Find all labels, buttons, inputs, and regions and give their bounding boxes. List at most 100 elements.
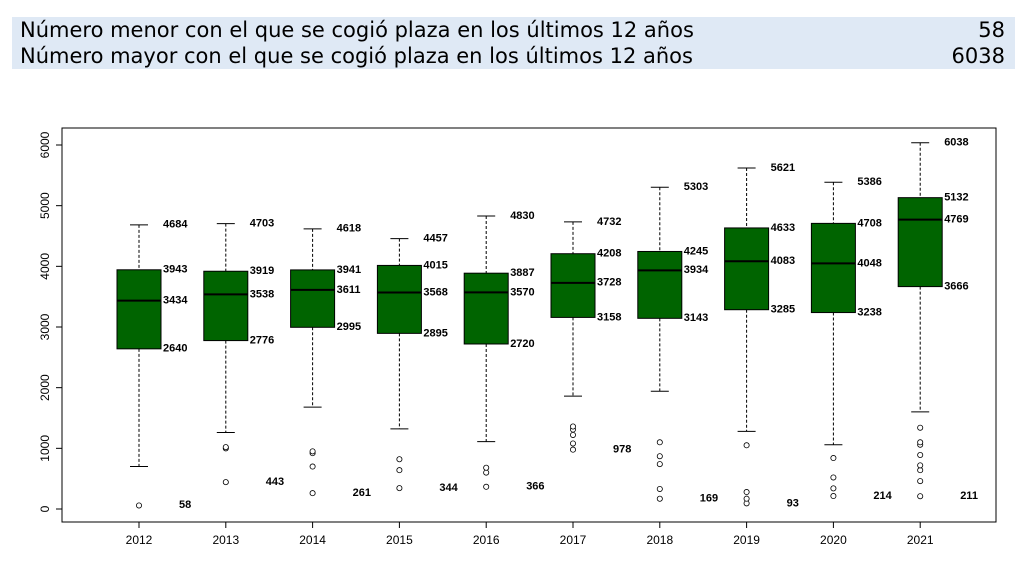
outlier-point — [570, 423, 577, 430]
label-q1: 3158 — [597, 311, 621, 323]
outlier-point — [656, 439, 663, 446]
label-q3: 4015 — [423, 259, 447, 271]
summary-min-row: Número menor con el que se cogió plaza e… — [12, 17, 1015, 43]
y-tick-label: 6000 — [38, 131, 52, 158]
outlier-point — [743, 495, 750, 502]
outlier-point — [135, 502, 142, 509]
x-tick-label: 2017 — [560, 533, 587, 547]
outlier-point — [483, 469, 490, 476]
label-min: 366 — [526, 481, 544, 493]
outlier-point — [917, 452, 924, 459]
x-tick-label: 2018 — [646, 533, 673, 547]
outlier-point — [396, 467, 403, 474]
label-median: 3570 — [510, 286, 534, 298]
outlier-point — [483, 464, 490, 471]
label-q3: 4245 — [684, 245, 708, 257]
label-q1: 2895 — [423, 327, 447, 339]
summary-max-value: 6038 — [951, 44, 1005, 68]
label-q3: 4208 — [597, 248, 621, 260]
x-tick-label: 2014 — [299, 533, 326, 547]
label-q1: 3666 — [944, 281, 968, 293]
outlier-point — [917, 467, 924, 474]
outlier-point — [222, 444, 229, 451]
label-median: 3538 — [250, 288, 274, 300]
label-min: 211 — [960, 490, 978, 502]
outlier-point — [309, 448, 316, 455]
label-q1: 2640 — [163, 343, 187, 355]
label-min: 344 — [439, 482, 458, 494]
y-tick-label: 4000 — [38, 253, 52, 280]
x-tick-label: 2013 — [212, 533, 239, 547]
label-q1: 2720 — [510, 338, 534, 350]
label-max: 4618 — [337, 223, 361, 235]
outlier-point — [656, 485, 663, 492]
box-iqr — [290, 269, 336, 328]
box-iqr — [724, 227, 770, 311]
label-median: 4083 — [771, 255, 795, 267]
outlier-point — [743, 442, 750, 449]
y-tick-label: 3000 — [38, 313, 52, 340]
outlier-point — [656, 495, 663, 502]
label-max: 4703 — [250, 218, 274, 230]
plot-frame — [61, 127, 997, 523]
label-min: 169 — [700, 493, 718, 505]
label-median: 3934 — [684, 264, 709, 276]
label-q3: 3919 — [250, 265, 274, 277]
x-tick-label: 2012 — [126, 533, 153, 547]
box-2014: 4618 3941 3611 2995 261 — [290, 223, 371, 499]
label-median: 3611 — [337, 284, 361, 296]
label-q3: 3887 — [510, 267, 534, 279]
label-max: 4457 — [423, 233, 447, 245]
label-q1: 3238 — [857, 306, 881, 318]
outlier-point — [483, 483, 490, 490]
label-max: 4684 — [163, 219, 188, 231]
outlier-point — [830, 485, 837, 492]
label-q3: 3943 — [163, 264, 187, 276]
box-2016: 4830 3887 3570 2720 366 — [463, 210, 545, 493]
box-iqr — [376, 264, 422, 334]
summary-max-row: Número mayor con el que se cogió plaza e… — [12, 43, 1015, 69]
outlier-point — [396, 485, 403, 492]
label-max: 5303 — [684, 181, 708, 193]
box-iqr — [203, 270, 249, 342]
y-tick-label: 5000 — [38, 192, 52, 219]
label-q1: 2776 — [250, 334, 274, 346]
y-tick-label: 1000 — [38, 435, 52, 462]
label-max: 5386 — [857, 176, 881, 188]
y-axis: 0 1000 2000 3000 4000 5000 6000 — [38, 131, 62, 512]
label-median: 3728 — [597, 277, 621, 289]
outlier-point — [222, 479, 229, 486]
outlier-point — [570, 431, 577, 438]
x-tick-label: 2019 — [733, 533, 760, 547]
outlier-point — [656, 453, 663, 460]
label-q1: 3285 — [771, 304, 795, 316]
label-min: 214 — [873, 490, 892, 502]
label-median: 3434 — [163, 295, 188, 307]
outlier-point — [830, 474, 837, 481]
outlier-point — [917, 462, 924, 469]
outlier-point — [917, 493, 924, 500]
summary-min-label: Número menor con el que se cogió plaza e… — [20, 18, 694, 42]
label-q1: 3143 — [684, 312, 708, 324]
x-tick-label: 2015 — [386, 533, 413, 547]
outlier-point — [830, 493, 837, 500]
label-median: 3568 — [423, 286, 447, 298]
outlier-point — [917, 424, 924, 431]
label-max: 5621 — [771, 162, 795, 174]
box-2019: 5621 4633 4083 3285 93 — [724, 162, 799, 509]
outlier-point — [830, 455, 837, 462]
box-2018: 5303 4245 3934 3143 169 — [637, 181, 718, 505]
label-max: 4732 — [597, 216, 621, 228]
label-median: 4769 — [944, 214, 968, 226]
box-iqr — [897, 197, 943, 288]
outlier-point — [396, 456, 403, 463]
outlier-point — [309, 490, 316, 497]
box-2017: 4732 4208 3728 3158 978 — [550, 216, 631, 456]
box-iqr — [463, 272, 509, 345]
box-2012: 4684 3943 3434 2640 58 — [116, 219, 191, 511]
outlier-point — [570, 446, 577, 453]
summary-min-value: 58 — [978, 18, 1005, 42]
box-iqr — [810, 222, 856, 314]
label-max: 4830 — [510, 210, 534, 222]
